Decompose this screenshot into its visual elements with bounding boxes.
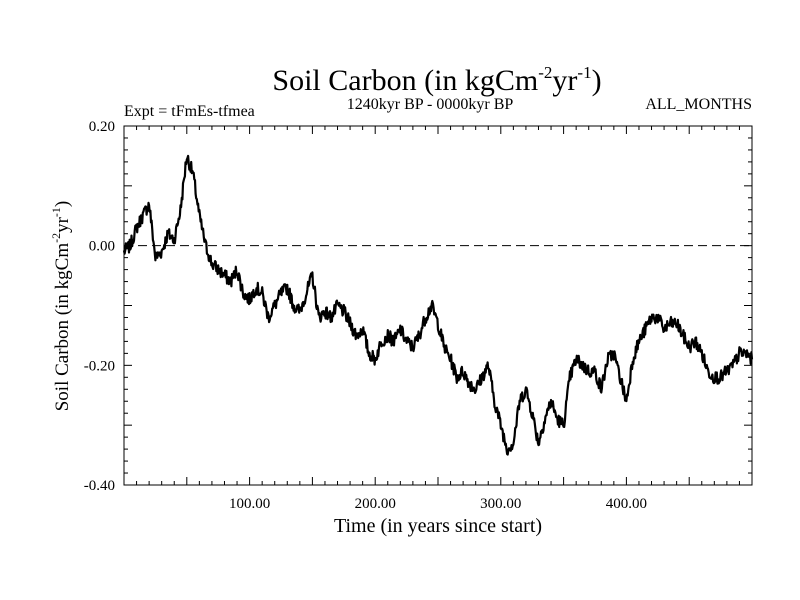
y-tick-label: 0.20 [89, 119, 115, 135]
axis-tick-labels: 100.00 200.00 300.00 400.00 0.20 0.00 -0.20 -0.… [84, 119, 647, 512]
y-tick-label: 0.00 [89, 239, 115, 255]
x-tick-label: 300.00 [480, 496, 521, 512]
x-axis-label: Time (in years since start) [334, 515, 542, 537]
plot-frame [123, 125, 753, 486]
x-tick-label: 400.00 [606, 496, 647, 512]
period-label: 1240kyr BP - 0000kyr BP [347, 96, 514, 113]
months-label: ALL_MONTHS [645, 96, 752, 113]
x-tick-label: 100.00 [229, 496, 270, 512]
y-tick-label: -0.40 [84, 478, 115, 494]
experiment-label: Expt = tFmEs-tfmea [124, 103, 255, 120]
x-tick-label: 200.00 [355, 496, 396, 512]
soil-carbon-series-line [122, 154, 754, 456]
axis-ticks [124, 126, 752, 485]
y-tick-label: -0.20 [84, 358, 115, 374]
y-axis-label: Soil Carbon (in kgCm-2yr-1) [49, 201, 73, 412]
chart-title: Soil Carbon (in kgCm-2yr-1) [272, 63, 601, 97]
